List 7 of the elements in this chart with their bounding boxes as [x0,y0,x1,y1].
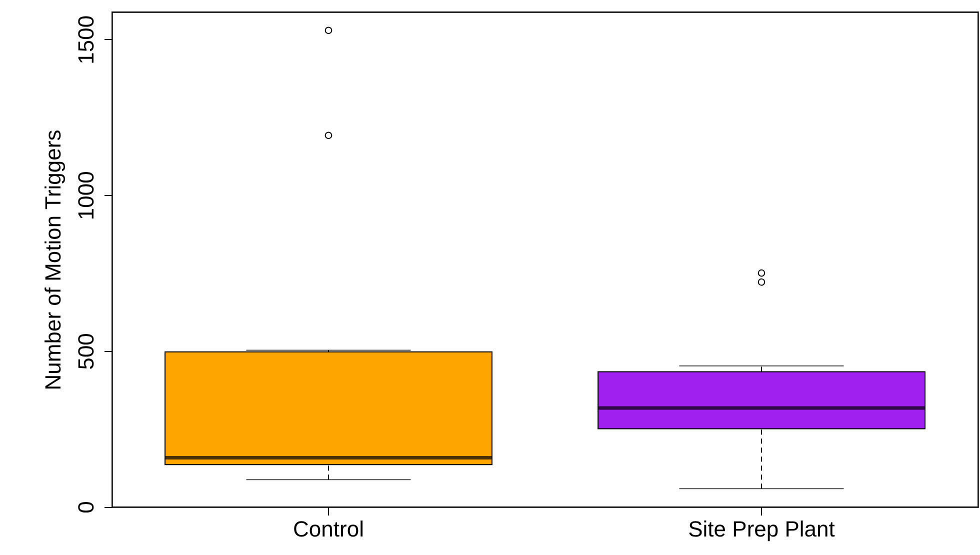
y-tick-label: 1500 [74,15,98,64]
x-tick-label: Control [293,516,364,542]
y-axis-title: Number of Motion Triggers [40,130,66,390]
y-tick-label: 0 [74,501,98,514]
y-tick-label: 500 [74,333,98,370]
x-tick-label: Site Prep Plant [688,516,835,542]
y-tick-label: 1000 [74,171,98,220]
